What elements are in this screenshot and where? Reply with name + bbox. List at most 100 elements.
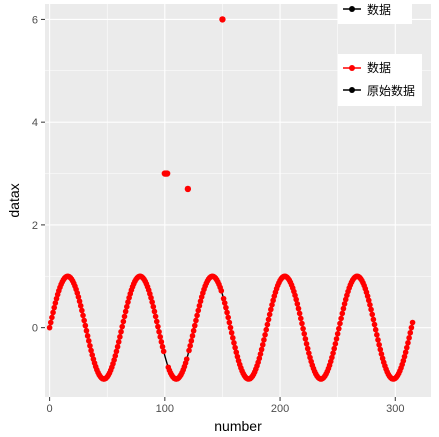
outlier-point — [163, 170, 171, 177]
data-point — [225, 314, 232, 321]
x-tick-label: 0 — [47, 403, 53, 415]
data-point — [114, 343, 121, 350]
data-point — [268, 306, 274, 313]
data-point — [183, 356, 190, 362]
data-point — [220, 295, 227, 302]
data-point — [269, 302, 275, 308]
data-point — [341, 301, 348, 307]
data-point — [300, 325, 306, 332]
data-point — [302, 336, 309, 342]
legend-top-key-dot — [349, 6, 355, 12]
data-point — [257, 351, 264, 357]
data-point — [299, 320, 305, 327]
data-point — [121, 313, 128, 320]
data-point — [84, 333, 91, 339]
data-point — [297, 315, 304, 322]
data-point — [336, 325, 342, 332]
data-point — [303, 341, 310, 347]
data-point — [295, 305, 302, 312]
data-point — [340, 305, 347, 312]
data-point — [368, 306, 374, 313]
data-point — [187, 342, 193, 349]
data-point — [52, 300, 59, 306]
data-point — [189, 333, 196, 339]
series-points — [46, 16, 416, 382]
data-point — [158, 339, 165, 345]
data-point — [51, 304, 58, 311]
data-point — [377, 346, 384, 353]
data-point — [77, 302, 84, 309]
data-point — [294, 301, 301, 307]
data-point — [196, 302, 203, 309]
data-point — [406, 335, 412, 341]
data-point — [82, 322, 89, 329]
data-point — [50, 309, 56, 316]
data-point — [233, 349, 240, 356]
legend-entry-2-label: 原始数据 — [367, 83, 415, 98]
data-point — [376, 341, 382, 348]
data-point — [365, 297, 372, 304]
x-tick-label: 200 — [271, 403, 289, 415]
data-point — [232, 344, 238, 351]
data-point — [263, 326, 270, 333]
data-point — [195, 307, 202, 314]
data-point — [378, 351, 385, 357]
data-point — [155, 323, 161, 330]
data-point — [118, 328, 124, 335]
data-point — [306, 350, 312, 356]
data-point — [156, 328, 162, 335]
legend-entry-2-key-dot — [349, 87, 355, 93]
data-point — [120, 318, 127, 325]
data-point — [337, 320, 343, 327]
data-point — [83, 327, 90, 334]
data-point — [186, 347, 192, 354]
data-point — [259, 341, 266, 348]
data-point — [115, 339, 122, 345]
data-point — [46, 324, 53, 331]
data-point — [112, 353, 119, 359]
data-point — [293, 296, 299, 303]
data-point — [79, 307, 85, 314]
legend-top-background — [338, 0, 412, 24]
data-point — [194, 312, 200, 319]
data-point — [230, 335, 236, 341]
data-point — [262, 332, 268, 338]
y-tick-label: 0 — [32, 323, 38, 335]
y-tick-label: 6 — [32, 14, 38, 26]
data-point — [218, 287, 225, 294]
data-point — [227, 324, 234, 331]
data-point — [223, 304, 229, 311]
data-point — [367, 302, 373, 308]
data-point — [85, 338, 92, 344]
data-point — [256, 355, 263, 362]
data-point — [221, 300, 228, 306]
data-point — [409, 319, 416, 326]
outlier-point — [219, 16, 226, 23]
data-point — [266, 311, 273, 318]
data-point — [364, 293, 371, 299]
data-point — [405, 340, 411, 346]
outlier-point — [184, 185, 192, 193]
data-point — [75, 294, 82, 300]
y-tick-label: 2 — [32, 220, 38, 232]
legend-entry-1-key-dot — [349, 65, 355, 71]
data-point — [157, 334, 164, 340]
data-point — [81, 317, 87, 324]
data-point — [188, 338, 195, 344]
data-point — [152, 313, 159, 320]
data-point — [191, 322, 198, 329]
legend-right-background — [338, 54, 422, 106]
y-tick-label: 4 — [32, 117, 38, 129]
data-point — [159, 343, 166, 350]
data-point — [332, 341, 339, 347]
data-point — [258, 346, 265, 353]
data-point — [334, 331, 341, 337]
data-point — [374, 332, 380, 338]
data-point — [149, 299, 155, 305]
data-point — [375, 337, 381, 343]
data-point — [150, 303, 157, 310]
data-point — [119, 323, 125, 330]
data-point — [148, 294, 154, 301]
data-point — [338, 315, 344, 322]
data-point — [296, 310, 303, 317]
